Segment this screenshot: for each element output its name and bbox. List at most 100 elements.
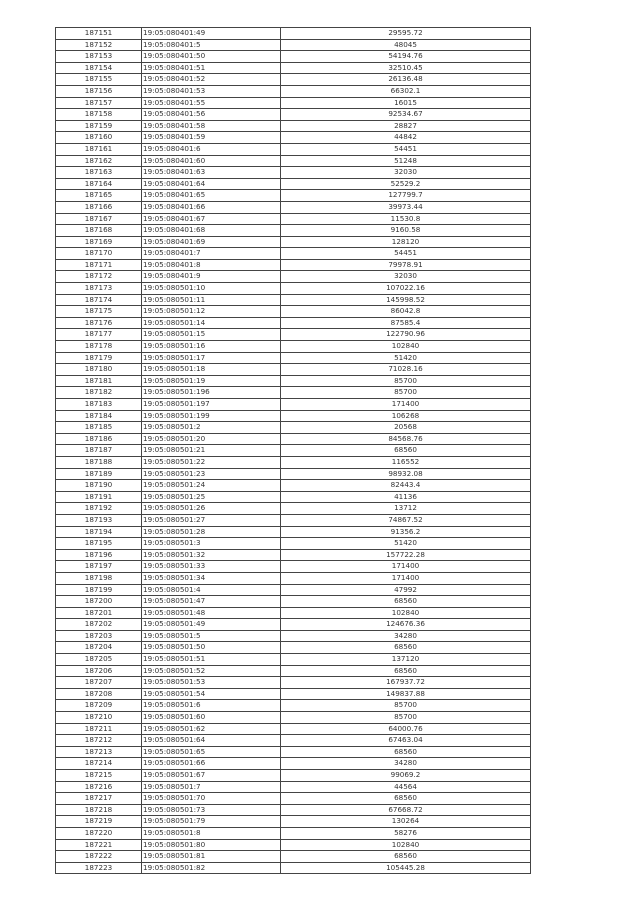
row-number-cell: 187161 [55, 142, 142, 156]
row-number-cell: 187222 [55, 850, 142, 863]
table-row: 187221 19:05:080501:80 102840 [55, 838, 531, 852]
row-number-cell: 187157 [55, 96, 142, 110]
table-row: 187207 19:05:080501:53 167937.72 [55, 676, 531, 689]
row-number-cell: 187216 [55, 780, 142, 794]
row-number-cell: 187185 [55, 421, 142, 434]
table-row: 187198 19:05:080501:34 171400 [55, 571, 531, 585]
table-row: 187200 19:05:080501:47 68560 [55, 595, 531, 608]
row-number-cell: 187156 [55, 84, 142, 98]
amount-cell: 66302.1 [280, 84, 531, 98]
amount-cell: 54194.76 [280, 50, 531, 63]
table-row: 187159 19:05:080401:58 28827 [55, 119, 531, 133]
amount-cell: 102840 [280, 838, 531, 852]
table-row: 187177 19:05:080501:15 122790.96 [55, 328, 531, 342]
cadastral-number-cell: 19:05:080501:49 [141, 618, 281, 631]
amount-cell: 171400 [280, 398, 531, 411]
row-number-cell: 187151 [55, 27, 142, 40]
table-row: 187190 19:05:080501:24 82443.4 [55, 479, 531, 492]
table-row: 187173 19:05:080501:10 107022.16 [55, 282, 531, 295]
cadastral-number-cell: 19:05:080401:64 [141, 177, 281, 191]
cadastral-number-cell: 19:05:080501:27 [141, 513, 281, 527]
table-row: 187205 19:05:080501:51 137120 [55, 653, 531, 666]
cadastral-number-cell: 19:05:080501:33 [141, 560, 281, 573]
cadastral-number-cell: 19:05:080401:50 [141, 50, 281, 63]
amount-cell: 67463.04 [280, 734, 531, 747]
row-number-cell: 187188 [55, 455, 142, 469]
cadastral-number-cell: 19:05:080501:20 [141, 432, 281, 446]
row-number-cell: 187175 [55, 305, 142, 318]
row-number-cell: 187165 [55, 189, 142, 202]
cadastral-number-cell: 19:05:080501:19 [141, 374, 281, 388]
amount-cell: 20568 [280, 421, 531, 434]
table-row: 187216 19:05:080501:7 44564 [55, 780, 531, 794]
cadastral-number-cell: 19:05:080501:28 [141, 525, 281, 539]
amount-cell: 71028.16 [280, 363, 531, 376]
row-number-cell: 187220 [55, 826, 142, 840]
table-row: 187171 19:05:080401:8 79978.91 [55, 258, 531, 272]
table-row: 187156 19:05:080401:53 66302.1 [55, 84, 531, 98]
amount-cell: 171400 [280, 571, 531, 585]
cadastral-number-cell: 19:05:080501:4 [141, 583, 281, 597]
amount-cell: 58276 [280, 826, 531, 840]
table-row: 187178 19:05:080501:16 102840 [55, 340, 531, 353]
cadastral-number-cell: 19:05:080401:51 [141, 61, 281, 75]
row-number-cell: 187166 [55, 200, 142, 214]
cadastral-number-cell: 19:05:080401:58 [141, 119, 281, 133]
amount-cell: 9160.58 [280, 224, 531, 237]
cadastral-number-cell: 19:05:080501:26 [141, 502, 281, 515]
cadastral-number-cell: 19:05:080501:17 [141, 351, 281, 365]
row-number-cell: 187180 [55, 363, 142, 376]
amount-cell: 47992 [280, 583, 531, 597]
amount-cell: 64000.76 [280, 722, 531, 736]
amount-cell: 39973.44 [280, 200, 531, 214]
table-row: 187163 19:05:080401:63 32030 [55, 166, 531, 179]
table-row: 187215 19:05:080501:67 99069.2 [55, 769, 531, 782]
cadastral-number-cell: 19:05:080501:7 [141, 780, 281, 794]
row-number-cell: 187201 [55, 606, 142, 620]
table-row: 187187 19:05:080501:21 68560 [55, 444, 531, 457]
cadastral-number-cell: 19:05:080501:6 [141, 699, 281, 713]
row-number-cell: 187217 [55, 792, 142, 805]
table-row: 187160 19:05:080401:59 44842 [55, 131, 531, 144]
table-row: 187196 19:05:080501:32 157722.28 [55, 548, 531, 562]
amount-cell: 107022.16 [280, 282, 531, 295]
table-row: 187174 19:05:080501:11 145998.52 [55, 293, 531, 307]
row-number-cell: 187195 [55, 537, 142, 550]
row-number-cell: 187190 [55, 479, 142, 492]
table-row: 187179 19:05:080501:17 51420 [55, 351, 531, 365]
row-number-cell: 187186 [55, 432, 142, 446]
amount-cell: 106268 [280, 409, 531, 423]
table-row: 187202 19:05:080501:49 124676.36 [55, 618, 531, 631]
table-row: 187199 19:05:080501:4 47992 [55, 583, 531, 597]
cadastral-number-cell: 19:05:080501:8 [141, 826, 281, 840]
row-number-cell: 187219 [55, 815, 142, 828]
amount-cell: 41136 [280, 490, 531, 504]
row-number-cell: 187221 [55, 838, 142, 852]
amount-cell: 91356.2 [280, 525, 531, 539]
row-number-cell: 187210 [55, 711, 142, 724]
table-row: 187223 19:05:080501:82 105445.28 [55, 861, 531, 875]
row-number-cell: 187159 [55, 119, 142, 133]
table-row: 187165 19:05:080401:65 127799.7 [55, 189, 531, 202]
row-number-cell: 187176 [55, 316, 142, 330]
cadastral-number-cell: 19:05:080401:7 [141, 247, 281, 260]
table-row: 187166 19:05:080401:66 39973.44 [55, 200, 531, 214]
table-row: 187162 19:05:080401:60 51248 [55, 154, 531, 168]
cadastral-number-cell: 19:05:080401:52 [141, 73, 281, 86]
cadastral-number-cell: 19:05:080401:56 [141, 108, 281, 121]
cadastral-number-cell: 19:05:080501:21 [141, 444, 281, 457]
table-row: 187184 19:05:080501:199 106268 [55, 409, 531, 423]
table-row: 187180 19:05:080501:18 71028.16 [55, 363, 531, 376]
row-number-cell: 187202 [55, 618, 142, 631]
row-number-cell: 187203 [55, 629, 142, 643]
table-row: 187176 19:05:080501:14 87585.4 [55, 316, 531, 330]
table-row: 187169 19:05:080401:69 128120 [55, 235, 531, 249]
row-number-cell: 187189 [55, 467, 142, 481]
table-row: 187220 19:05:080501:8 58276 [55, 826, 531, 840]
table-row: 187208 19:05:080501:54 149837.88 [55, 687, 531, 701]
table-row: 187153 19:05:080401:50 54194.76 [55, 50, 531, 63]
amount-cell: 13712 [280, 502, 531, 515]
row-number-cell: 187205 [55, 653, 142, 666]
amount-cell: 32030 [280, 270, 531, 284]
row-number-cell: 187192 [55, 502, 142, 515]
